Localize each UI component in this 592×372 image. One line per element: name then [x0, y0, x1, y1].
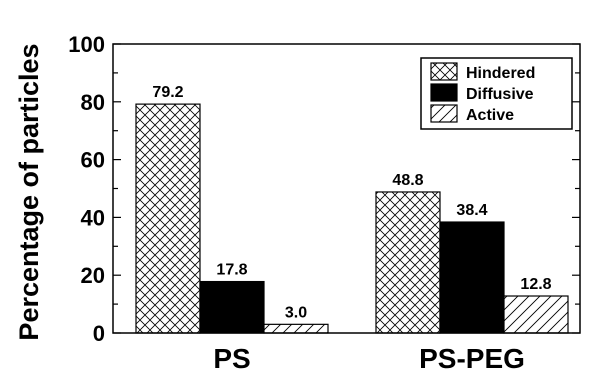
bar-hindered-ps-peg [375, 191, 441, 334]
bar-active-ps-peg [503, 295, 569, 334]
bar-diffusive-ps [199, 280, 265, 334]
y-tick-label: 60 [81, 148, 105, 173]
legend-swatch-active [430, 104, 458, 123]
y-ticks: 0 20 40 60 80 100 [68, 32, 580, 346]
category-label: PS [213, 343, 250, 372]
data-label: 48.8 [392, 172, 423, 189]
category-label: PS-PEG [419, 343, 525, 372]
legend-label: Hindered [466, 65, 535, 82]
legend-label: Active [466, 107, 514, 124]
bar-hindered-ps [135, 103, 201, 334]
data-label: 12.8 [520, 276, 551, 293]
data-label: 79.2 [152, 84, 183, 101]
bars: 79.2 17.8 3.0 48.8 38.4 12.8 [135, 84, 569, 334]
bar-active-ps [263, 323, 329, 334]
legend-label: Diffusive [466, 86, 534, 103]
data-label: 3.0 [285, 304, 307, 321]
y-tick-label: 20 [81, 263, 105, 288]
category-labels: PS PS-PEG [213, 343, 525, 372]
y-tick-label: 100 [68, 32, 105, 57]
y-tick-label: 0 [93, 321, 105, 346]
plot-frame [112, 43, 581, 334]
bar-diffusive-ps-peg [439, 221, 505, 334]
legend-swatch-hindered [430, 62, 458, 81]
data-label: 38.4 [456, 202, 487, 219]
y-tick-label: 40 [81, 205, 105, 230]
y-axis-label: Percentage of particles [14, 43, 44, 340]
legend-swatch-diffusive [430, 83, 458, 102]
legend: Hindered Diffusive Active [420, 57, 573, 130]
y-tick-label: 80 [81, 90, 105, 115]
data-label: 17.8 [216, 262, 247, 279]
